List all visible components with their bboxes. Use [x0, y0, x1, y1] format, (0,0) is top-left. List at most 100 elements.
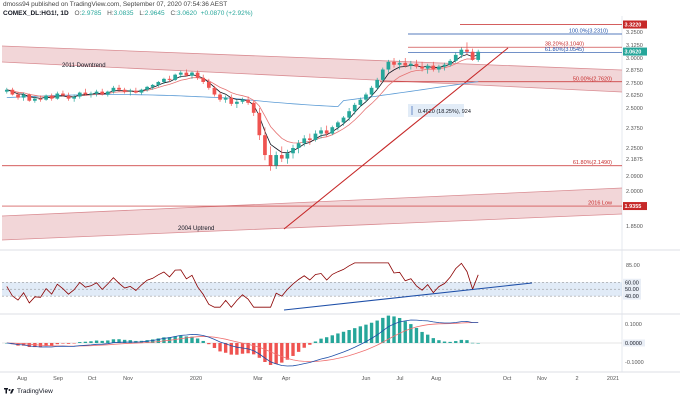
candle-body [139, 89, 144, 93]
level-label: 100.0%(3.2310) [569, 28, 608, 34]
time-tick-label: Sep [53, 376, 63, 382]
candle-body [392, 61, 396, 65]
macd-signal-line [6, 322, 479, 363]
macd-histogram-bar [229, 343, 233, 355]
price-badge-label: 1.9355 [625, 204, 642, 210]
macd-histogram-bar [448, 341, 452, 343]
macd-tick-badge [623, 339, 645, 347]
macd-histogram-bar [285, 343, 290, 360]
level-label: 61.80%(3.0545) [545, 47, 584, 53]
price-tick-label: 2.5000 [626, 106, 643, 112]
candle-body [190, 72, 194, 76]
price-badge-label: 3.0620 [625, 50, 642, 56]
macd-histogram-bar [207, 343, 211, 345]
candle-body [459, 49, 464, 55]
candle-body [94, 91, 99, 94]
candle-body [83, 92, 88, 95]
macd-histogram-bar [403, 321, 407, 343]
candle-body [66, 95, 71, 99]
candle-body [218, 94, 222, 100]
macd-histogram-bar [128, 340, 132, 343]
high-value: 3.0835 [113, 10, 134, 17]
macd-histogram-bar [353, 328, 357, 343]
candle-body [156, 81, 161, 85]
uptrend-label: 2004 Uptrend [178, 226, 214, 232]
candle-body [296, 143, 301, 148]
time-tick-label: Aug [17, 376, 27, 382]
candle-body [431, 65, 436, 70]
symbol-name[interactable]: COMEX_DL:HG1!, 1D [3, 10, 69, 17]
rsi-tick-badge [623, 292, 641, 300]
candle-body [403, 62, 408, 66]
macd-histogram-bar [55, 343, 59, 345]
rsi-tick-label: 85.00 [626, 263, 640, 269]
macd-histogram-bar [252, 343, 256, 355]
macd-histogram-bar [21, 343, 26, 346]
price-badge-label: 3.3220 [625, 23, 642, 29]
candle-body [167, 78, 172, 80]
candle-body [195, 72, 200, 78]
macd-histogram-bar [330, 335, 334, 343]
candle-body [235, 101, 239, 104]
macd-histogram-bar [409, 324, 413, 343]
candle-body [105, 91, 110, 95]
macd-histogram-bar [44, 343, 48, 346]
macd-histogram-bar [106, 340, 110, 343]
rsi-tick-label: 50.00 [625, 287, 639, 293]
candle-body [117, 87, 121, 90]
candle-body [49, 95, 54, 99]
time-tick-label: Oct [503, 376, 512, 382]
candle-body [257, 112, 262, 136]
macd-histogram-bar [218, 343, 222, 352]
macd-histogram-bar [470, 342, 475, 344]
macd-histogram-bar [369, 322, 374, 343]
candle-body [4, 89, 9, 92]
candle-body [162, 78, 166, 82]
macd-histogram-bar [426, 334, 430, 343]
time-tick-label: Aug [431, 376, 441, 382]
candle-body [38, 98, 43, 100]
candle-body [184, 72, 189, 76]
macd-histogram-bar [100, 340, 104, 343]
rising-trendline [283, 47, 509, 230]
candle-body [21, 94, 26, 98]
macd-histogram-bar [89, 341, 93, 343]
time-tick-label: 2021 [607, 376, 619, 382]
candle-body [453, 54, 458, 61]
macd-histogram-bar [246, 343, 250, 354]
candle-body [369, 87, 374, 95]
time-tick-label: Apr [282, 376, 291, 382]
candle-body [206, 81, 211, 88]
candle-body [44, 95, 48, 100]
macd-histogram-bar [375, 320, 379, 343]
macd-histogram-bar [72, 343, 76, 344]
close-label: C: [170, 10, 177, 17]
macd-histogram-bar [83, 341, 88, 343]
time-tick-label: Mar [253, 376, 263, 382]
candle-body [307, 138, 312, 140]
candle-body [10, 89, 15, 95]
macd-histogram-bar [235, 343, 239, 355]
candle-body [240, 99, 245, 102]
macd-histogram-bar [442, 341, 447, 343]
level-label: 38.20%(3.1040) [545, 42, 584, 48]
rsi-line [6, 262, 479, 308]
measure-label: 0.4620 (18.25%), 924 [418, 109, 471, 115]
macd-histogram-bar [223, 343, 228, 353]
macd-histogram-bar [50, 343, 54, 346]
candle-body [134, 90, 138, 93]
macd-histogram-bar [313, 341, 318, 343]
downtrend-channel-lower [1, 61, 623, 93]
macd-histogram-bar [302, 343, 306, 348]
candle-body [55, 93, 60, 99]
macd-histogram-bar [156, 338, 161, 343]
candle-body [89, 93, 93, 95]
uptrend-channel-lower [1, 213, 623, 241]
macd-histogram-bar [347, 330, 351, 343]
candle-body [476, 51, 481, 60]
macd-histogram-bar [162, 337, 166, 343]
rsi-tick-badge [623, 278, 641, 286]
price-tick-label: 2.2500 [626, 146, 643, 152]
macd-histogram-bar [308, 343, 312, 345]
